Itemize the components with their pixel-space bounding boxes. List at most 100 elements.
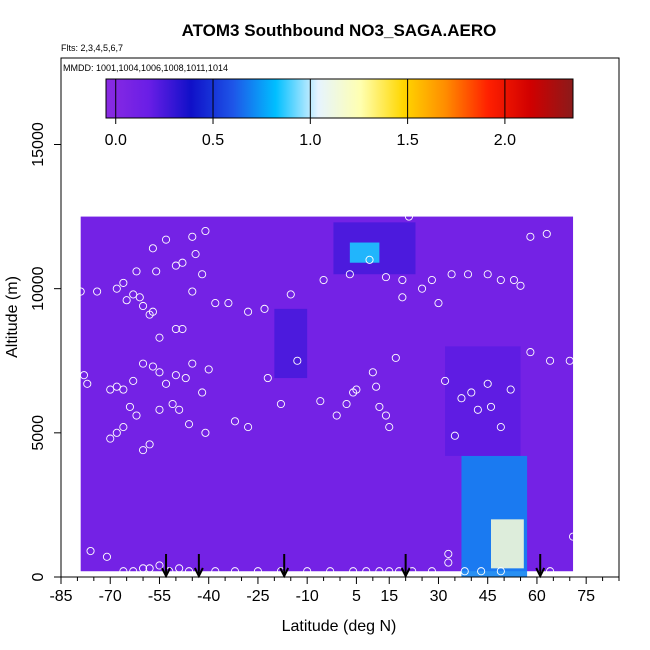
observation-point xyxy=(171,371,180,380)
observation-point xyxy=(145,440,154,449)
x-tick-label: 45 xyxy=(479,588,497,605)
observation-point xyxy=(381,273,391,282)
observation-point xyxy=(139,446,148,455)
observation-point xyxy=(477,567,486,576)
observation-point xyxy=(211,299,220,308)
observation-point xyxy=(483,270,492,279)
chart-title: ATOM3 Southbound NO3_SAGA.AERO xyxy=(182,21,497,40)
y-tick-label: 10000 xyxy=(30,266,47,311)
observation-point xyxy=(148,244,157,253)
observation-point xyxy=(148,362,157,371)
x-axis: -85 -70 -55 -40 -25 -10 5 15 30 45 60 75 xyxy=(49,577,620,605)
observation-point xyxy=(345,270,354,279)
observation-point xyxy=(178,258,187,267)
observation-point xyxy=(460,567,469,576)
observation-point xyxy=(496,423,505,432)
observation-point xyxy=(303,567,312,576)
observation-point xyxy=(319,275,328,285)
observation-point xyxy=(368,368,377,377)
observation-point xyxy=(145,564,154,573)
field-feature xyxy=(490,519,524,569)
y-tick-label: 0 xyxy=(30,572,47,581)
observation-point xyxy=(509,275,519,285)
x-tick-label: -70 xyxy=(99,588,122,605)
observation-point xyxy=(125,402,134,411)
observation-point xyxy=(352,385,361,394)
observation-point xyxy=(175,405,184,414)
observation-point xyxy=(211,567,220,576)
observation-point xyxy=(372,382,381,391)
observation-point xyxy=(447,270,456,279)
observation-point xyxy=(542,229,551,238)
observation-point xyxy=(568,532,578,541)
observation-point xyxy=(332,411,341,420)
observation-point xyxy=(385,567,394,576)
x-tick-label: 60 xyxy=(528,588,546,605)
observation-point xyxy=(122,296,131,305)
observation-point xyxy=(244,307,253,316)
observation-point xyxy=(188,232,197,241)
observation-point xyxy=(463,270,473,279)
observation-point xyxy=(201,428,210,437)
heatmap-field xyxy=(80,216,574,577)
observation-point xyxy=(129,290,138,299)
observation-point xyxy=(224,299,233,308)
observation-point xyxy=(119,567,128,576)
observation-point xyxy=(293,356,302,365)
observation-point xyxy=(362,567,371,576)
y-tick-label: 5000 xyxy=(30,415,47,451)
observation-point xyxy=(473,405,482,414)
flight-arrow xyxy=(400,554,411,579)
observation-point xyxy=(483,379,492,388)
observation-point xyxy=(171,324,180,334)
observation-point xyxy=(546,567,555,576)
observation-point xyxy=(286,290,295,299)
observation-point xyxy=(427,567,436,576)
observation-point xyxy=(418,284,427,293)
y-axis: 0 5000 10000 15000 xyxy=(30,122,61,581)
observation-point xyxy=(86,547,95,556)
observation-point xyxy=(152,267,161,276)
x-tick-label: -85 xyxy=(49,588,72,605)
observation-point xyxy=(106,434,115,443)
observation-point xyxy=(175,564,184,573)
observation-point xyxy=(457,394,466,403)
flight-arrow xyxy=(535,554,546,579)
colorbar-tick-label: 0.0 xyxy=(105,132,127,149)
observation-point xyxy=(83,379,92,388)
observation-point xyxy=(139,301,148,311)
observation-point xyxy=(184,567,194,576)
observation-point xyxy=(496,567,505,576)
observation-point xyxy=(129,376,138,385)
colorbar-tick-label: 1.0 xyxy=(299,132,321,149)
x-tick-label: -55 xyxy=(148,588,171,605)
observation-point xyxy=(444,558,453,567)
observation-point xyxy=(440,376,450,385)
colorbar-tick-label: 2.0 xyxy=(494,132,516,149)
observation-point xyxy=(132,411,141,420)
observation-point xyxy=(404,212,413,221)
observation-point xyxy=(135,293,144,302)
observation-point xyxy=(316,397,325,406)
observation-point xyxy=(181,373,190,383)
colorbar: 0.0 0.5 1.0 1.5 2.0 xyxy=(105,78,574,149)
observation-point xyxy=(342,399,351,409)
observation-point xyxy=(398,293,407,302)
observation-point xyxy=(188,359,197,368)
observation-point xyxy=(391,353,400,362)
field-feature xyxy=(349,242,380,263)
x-tick-label: -25 xyxy=(246,588,269,605)
flight-arrow xyxy=(279,554,290,579)
observation-point xyxy=(375,402,384,411)
observation-point xyxy=(260,304,269,313)
observation-point xyxy=(276,399,285,409)
observation-point xyxy=(263,373,272,383)
observation-point xyxy=(201,226,210,236)
observation-point xyxy=(375,567,384,576)
observation-point xyxy=(244,423,253,432)
observation-point xyxy=(93,287,102,296)
x-tick-label: -40 xyxy=(197,588,220,605)
observation-point xyxy=(102,552,112,561)
observation-point xyxy=(450,431,459,440)
